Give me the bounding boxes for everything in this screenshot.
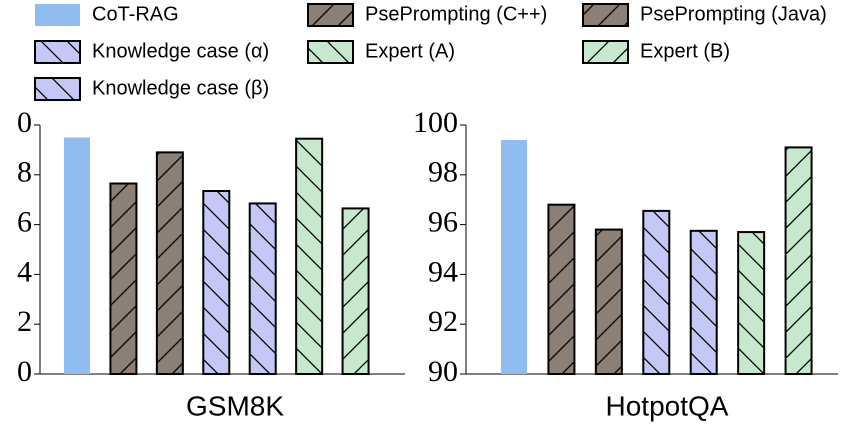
bar: [501, 139, 527, 374]
y-tick-label: 98: [428, 156, 458, 189]
y-tick-label: 8: [17, 156, 32, 189]
y-tick-label: 90: [428, 355, 458, 388]
y-tick-label: 96: [428, 205, 458, 238]
legend-label: PsePrompting (Java): [640, 3, 827, 25]
legend-label: Knowledge case (α): [92, 40, 269, 62]
y-tick-label: 0: [17, 106, 32, 139]
bar: [64, 137, 90, 374]
bar-hatch: [785, 147, 812, 374]
legend-hatch: [582, 40, 629, 64]
legend-hatch: [34, 40, 81, 64]
legend-label: PsePrompting (C++): [365, 3, 547, 25]
y-tick-label: 92: [428, 305, 458, 338]
bar-hatch: [595, 229, 622, 374]
bar-hatch: [296, 138, 323, 374]
legend-hatch: [307, 40, 354, 64]
bar-hatch: [342, 208, 369, 374]
legend-hatch: [582, 3, 629, 27]
legend-swatch: [35, 4, 80, 26]
bar-hatch: [110, 183, 137, 374]
legend-label: CoT-RAG: [92, 3, 179, 25]
bar-hatch: [249, 203, 276, 374]
category-label: HotpotQA: [606, 390, 729, 421]
y-tick-label: 2: [17, 305, 32, 338]
legend-hatch: [307, 3, 354, 27]
legend-label: Expert (A): [365, 40, 455, 62]
y-tick-label: 6: [17, 205, 32, 238]
y-tick-label: 100: [413, 106, 458, 139]
bar-hatch: [690, 230, 717, 374]
legend-label: Expert (B): [640, 40, 730, 62]
y-tick-label: 4: [17, 255, 32, 288]
bar-hatch: [548, 204, 575, 374]
category-label: GSM8K: [186, 390, 284, 421]
y-tick-label: 0: [17, 355, 32, 388]
y-tick-label: 94: [428, 255, 458, 288]
legend-label: Knowledge case (β): [92, 77, 269, 99]
bar-hatch: [203, 190, 230, 374]
bar-hatch: [738, 232, 765, 374]
bar-hatch: [156, 152, 183, 374]
legend-hatch: [34, 77, 81, 101]
bar-hatch: [643, 210, 670, 374]
